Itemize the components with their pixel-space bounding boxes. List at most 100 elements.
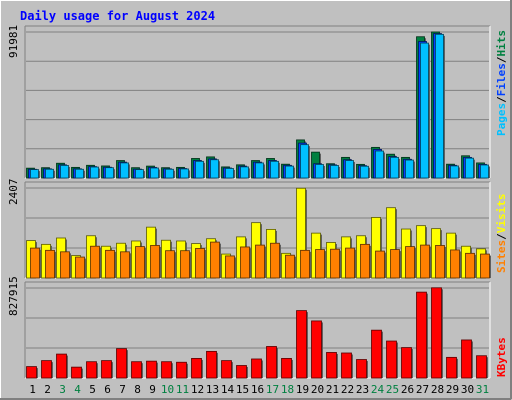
bar-pages-day-9 [150,167,159,179]
bar-sites-day-26 [405,246,415,279]
bar-pages-day-2 [45,168,54,179]
bar-kbytes-day-31 [476,355,487,379]
day-label-7: 7 [119,383,126,396]
bar-pages-day-7 [120,162,129,179]
day-label-4: 4 [74,383,81,396]
bar-pages-day-10 [165,168,174,179]
day-label-31: 31 [476,383,489,396]
bar-sites-day-8 [135,246,145,279]
day-label-25: 25 [386,383,399,396]
bar-kbytes-day-12 [191,358,202,379]
day-label-20: 20 [311,383,324,396]
day-label-8: 8 [134,383,141,396]
bar-pages-day-20 [315,164,324,179]
chart-title: Daily usage for August 2024 [20,9,215,23]
bar-kbytes-day-7 [116,348,127,379]
day-label-24: 24 [371,383,385,396]
bar-pages-day-19 [300,144,309,179]
bar-sites-day-5 [90,245,100,279]
day-label-21: 21 [326,383,339,396]
bar-sites-day-23 [360,243,370,279]
bar-sites-day-21 [330,248,340,279]
bar-sites-day-25 [390,249,400,279]
day-label-29: 29 [446,383,459,396]
day-label-16: 16 [251,383,264,396]
legend-sep-2: / [495,56,508,63]
bar-pages-day-5 [90,166,99,179]
bar-kbytes-day-5 [86,361,97,379]
bar-kbytes-day-1 [26,366,37,379]
bar-sites-day-30 [465,252,475,279]
day-label-12: 12 [191,383,204,396]
bar-sites-day-11 [180,250,190,279]
day-label-1: 1 [29,383,36,396]
bar-kbytes-day-2 [41,360,52,379]
hits-ymax-label: 91981 [7,25,20,58]
bar-pages-day-6 [105,167,114,179]
bar-sites-day-18 [285,254,295,279]
bar-kbytes-day-23 [356,359,367,379]
bar-pages-day-29 [450,165,459,179]
legend-visits-sites: Sites/Visits [495,194,508,274]
bar-sites-day-16 [255,244,265,279]
day-label-10: 10 [161,383,174,396]
bar-kbytes-day-10 [161,361,172,379]
day-label-26: 26 [401,383,414,396]
bar-kbytes-day-3 [56,353,67,379]
day-axis: 1 2 3 4 5 6 7 8 9 10 11 12 13 14 15 16 17 18 19 20 21 22 23 24 2… [29,383,489,396]
bar-kbytes-day-13 [206,350,217,379]
hits-files-pages-panel [24,25,491,179]
legend-kbytes: KBytes [495,337,508,377]
day-label-2: 2 [44,383,51,396]
bar-kbytes-day-24 [371,329,382,379]
kbytes-panel [24,281,491,379]
bar-sites-day-15 [240,246,250,279]
bar-pages-day-13 [210,159,219,179]
legend-sep-1: / [495,96,508,103]
bar-kbytes-day-11 [176,361,187,379]
bar-pages-day-3 [60,165,69,179]
bar-sites-day-13 [210,241,220,279]
bar-sites-day-4 [75,256,85,279]
bar-kbytes-day-6 [101,360,112,379]
legend-hits: Hits [495,30,508,57]
day-label-30: 30 [461,383,474,396]
day-label-9: 9 [149,383,156,396]
bar-pages-day-14 [225,168,234,179]
bar-sites-day-10 [165,250,175,279]
bar-sites-day-6 [105,249,115,279]
bar-sites-day-9 [150,245,160,279]
legend-sites: Sites [495,240,508,273]
bar-kbytes-day-16 [251,358,262,379]
bar-pages-day-23 [360,165,369,179]
legend-hits-files-pages: Pages/Files/Hits [495,30,508,136]
day-label-13: 13 [206,383,219,396]
bar-pages-day-28 [435,33,444,179]
bar-pages-day-15 [240,166,249,179]
bar-kbytes-day-22 [341,352,352,379]
bar-sites-day-7 [120,251,130,279]
bar-pages-day-12 [195,160,204,179]
bar-sites-day-22 [345,247,355,279]
day-label-22: 22 [341,383,354,396]
bar-kbytes-day-26 [401,347,412,379]
bar-pages-day-17 [270,160,279,179]
bar-sites-day-27 [420,244,430,279]
bar-sites-day-3 [60,251,70,279]
bar-sites-day-17 [270,242,280,279]
bar-pages-day-1 [30,169,39,179]
day-label-17: 17 [266,383,279,396]
bar-kbytes-day-29 [446,356,457,379]
bar-kbytes-day-27 [416,291,427,379]
bar-kbytes-day-28 [431,287,442,379]
bar-sites-day-19 [300,249,310,279]
bar-sites-day-1 [30,247,40,279]
bar-kbytes-day-15 [236,365,247,379]
day-label-18: 18 [281,383,294,396]
day-label-11: 11 [176,383,189,396]
day-label-14: 14 [221,383,235,396]
bar-kbytes-day-30 [461,339,472,379]
day-label-15: 15 [236,383,249,396]
bar-kbytes-day-25 [386,340,397,379]
